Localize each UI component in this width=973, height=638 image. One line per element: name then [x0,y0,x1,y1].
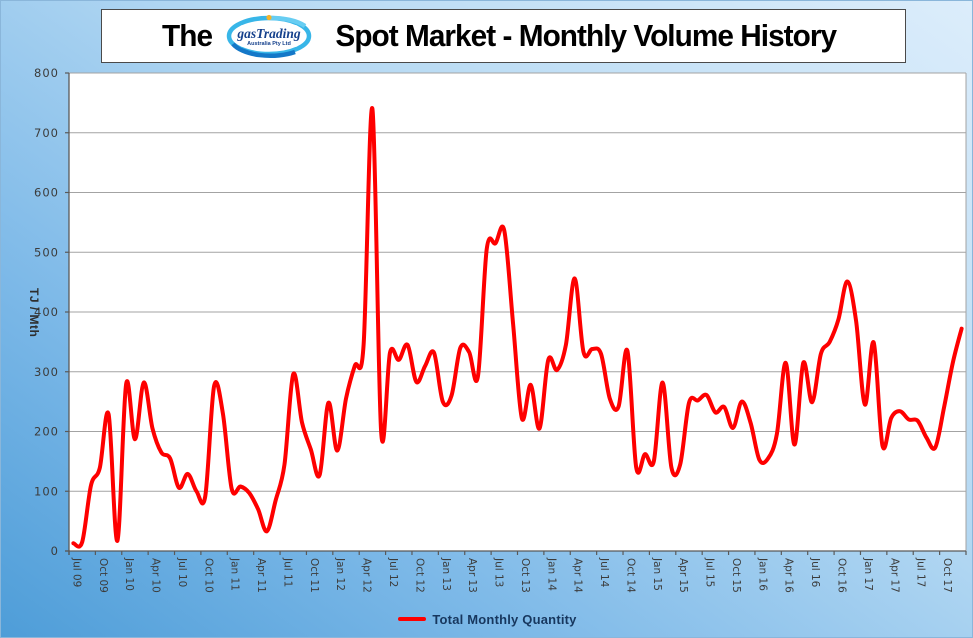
svg-text:Apr 16: Apr 16 [783,558,795,593]
svg-text:Oct 17: Oct 17 [941,558,953,593]
svg-text:Apr 11: Apr 11 [255,558,267,593]
svg-text:Jan 17: Jan 17 [862,557,874,591]
logo-subtext: Australia Pty Ltd [247,41,291,47]
svg-text:400: 400 [34,305,59,319]
total-monthly-quantity-line [71,106,964,549]
svg-text:Jul 13: Jul 13 [493,557,505,587]
svg-text:500: 500 [34,245,59,259]
svg-text:Jan 16: Jan 16 [756,557,768,591]
svg-text:Oct 15: Oct 15 [730,558,742,593]
svg-text:Apr 17: Apr 17 [888,558,900,593]
svg-text:300: 300 [34,365,59,379]
svg-text:Oct 09: Oct 09 [97,558,109,593]
svg-text:Oct 13: Oct 13 [519,558,531,593]
svg-text:Oct 16: Oct 16 [835,558,847,593]
svg-text:800: 800 [34,66,59,80]
axes [65,72,967,555]
svg-text:Jul 16: Jul 16 [809,557,821,588]
svg-text:Jan 14: Jan 14 [545,557,557,591]
page-title: Spot Market - Monthly Volume History [335,18,837,53]
svg-text:Jan 15: Jan 15 [651,557,663,591]
svg-text:Jan 13: Jan 13 [440,557,452,591]
svg-text:Oct 10: Oct 10 [202,558,214,593]
svg-text:Jan 10: Jan 10 [123,557,135,591]
svg-text:Apr 13: Apr 13 [466,558,478,593]
svg-text:0: 0 [51,544,59,558]
title-prefix: The [161,18,213,53]
legend-line-swatch [398,617,427,621]
svg-text:Jul 12: Jul 12 [387,557,399,587]
svg-text:Apr 15: Apr 15 [677,558,689,593]
svg-text:Jul 15: Jul 15 [704,557,716,587]
legend: Total Monthly Quantity [1,608,972,630]
svg-text:Jul 17: Jul 17 [915,557,927,587]
logo-wordmark: gasTrading [236,26,301,41]
svg-text:Jul 10: Jul 10 [176,557,188,587]
x-axis-tick-labels: Jul 09 Oct 09 Jan 10 Apr 10 Jul 10 Oct 10 Jan … [70,557,953,593]
svg-text:700: 700 [34,126,59,140]
legend-label: Total Monthly Quantity [432,611,577,627]
svg-text:200: 200 [34,425,59,439]
y-axis-tick-labels: 0 100 200 300 400 500 600 700 800 [34,66,59,558]
svg-text:Jul 14: Jul 14 [598,557,610,588]
y-axis-title: TJ / Mth [27,288,41,338]
chart-title-bar: The gasTrading Australia Pty Ltd Spot Ma… [101,9,906,63]
svg-text:Oct 14: Oct 14 [624,558,636,593]
gastrading-logo: gasTrading Australia Pty Ltd [226,14,312,59]
svg-text:Oct 12: Oct 12 [413,558,425,593]
svg-text:100: 100 [34,484,59,498]
svg-text:600: 600 [34,186,59,200]
svg-text:Jan 12: Jan 12 [334,557,346,591]
svg-text:Apr 10: Apr 10 [150,558,162,593]
svg-text:Jul 11: Jul 11 [281,557,293,587]
svg-text:Apr 14: Apr 14 [572,558,584,593]
svg-text:Jan 11: Jan 11 [229,557,241,591]
svg-text:Oct 11: Oct 11 [308,558,320,593]
svg-text:Apr 12: Apr 12 [361,558,373,593]
svg-text:Jul 09: Jul 09 [70,557,82,587]
